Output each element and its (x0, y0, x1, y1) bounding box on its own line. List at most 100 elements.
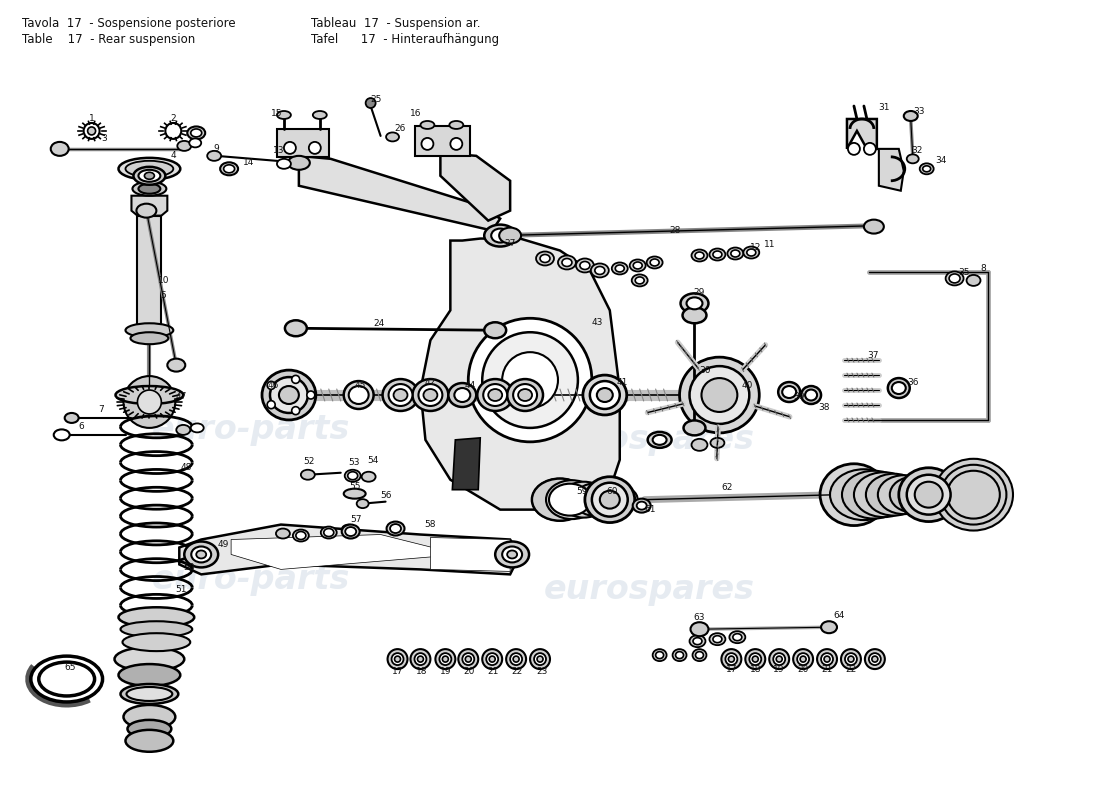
Text: 38: 38 (818, 403, 829, 413)
Ellipse shape (532, 478, 587, 521)
Circle shape (482, 332, 578, 428)
Ellipse shape (116, 386, 184, 404)
Ellipse shape (580, 262, 590, 270)
Ellipse shape (656, 652, 663, 658)
Circle shape (267, 382, 275, 390)
Polygon shape (847, 119, 877, 149)
Ellipse shape (801, 386, 821, 404)
Ellipse shape (276, 529, 290, 538)
Circle shape (123, 376, 175, 428)
Ellipse shape (342, 525, 360, 538)
Ellipse shape (635, 277, 645, 284)
Ellipse shape (424, 389, 438, 401)
Text: 64: 64 (834, 610, 845, 620)
Ellipse shape (710, 633, 725, 645)
Ellipse shape (600, 490, 619, 509)
Text: 9: 9 (213, 144, 219, 154)
Ellipse shape (410, 649, 430, 669)
Ellipse shape (477, 379, 513, 411)
Ellipse shape (387, 649, 407, 669)
Circle shape (469, 318, 592, 442)
Ellipse shape (125, 323, 174, 338)
Ellipse shape (967, 275, 980, 286)
Ellipse shape (537, 656, 543, 662)
Ellipse shape (681, 294, 708, 314)
Circle shape (267, 401, 275, 409)
Text: 40: 40 (741, 381, 754, 390)
Text: 3: 3 (101, 134, 108, 143)
Ellipse shape (713, 251, 722, 258)
Ellipse shape (349, 386, 368, 404)
Ellipse shape (878, 475, 930, 514)
Ellipse shape (133, 167, 165, 185)
Text: 47: 47 (176, 391, 187, 401)
Ellipse shape (683, 421, 705, 435)
Ellipse shape (530, 649, 550, 669)
Ellipse shape (695, 252, 704, 259)
Ellipse shape (51, 142, 68, 156)
Ellipse shape (778, 382, 800, 402)
Text: 53: 53 (348, 458, 360, 467)
Text: 17: 17 (392, 666, 404, 675)
Ellipse shape (285, 320, 307, 336)
Polygon shape (179, 525, 520, 574)
Ellipse shape (114, 647, 185, 671)
Text: 59: 59 (576, 487, 587, 496)
Ellipse shape (634, 262, 642, 269)
Ellipse shape (125, 730, 174, 752)
Ellipse shape (798, 653, 810, 665)
Text: 55: 55 (349, 482, 361, 491)
Ellipse shape (293, 530, 309, 542)
Ellipse shape (390, 524, 402, 533)
Ellipse shape (854, 472, 914, 517)
Ellipse shape (693, 638, 702, 645)
Text: 42: 42 (425, 378, 436, 386)
Ellipse shape (923, 166, 931, 172)
Ellipse shape (560, 482, 608, 518)
Ellipse shape (920, 163, 934, 174)
Text: 35: 35 (958, 268, 969, 277)
Ellipse shape (39, 662, 95, 696)
Ellipse shape (288, 156, 310, 170)
Ellipse shape (262, 370, 316, 420)
Ellipse shape (139, 170, 161, 182)
Ellipse shape (592, 482, 628, 517)
Ellipse shape (344, 470, 361, 482)
Ellipse shape (499, 228, 521, 243)
Ellipse shape (532, 478, 587, 521)
Text: 48: 48 (180, 463, 192, 472)
Ellipse shape (821, 653, 833, 665)
Ellipse shape (121, 684, 178, 704)
Ellipse shape (191, 546, 211, 562)
Ellipse shape (585, 477, 635, 522)
Ellipse shape (31, 656, 102, 702)
Ellipse shape (503, 546, 522, 562)
Ellipse shape (167, 358, 185, 371)
Ellipse shape (702, 378, 737, 412)
Ellipse shape (518, 389, 532, 401)
Text: 58: 58 (425, 520, 437, 529)
Circle shape (284, 142, 296, 154)
Ellipse shape (872, 656, 878, 662)
Ellipse shape (177, 141, 191, 151)
Polygon shape (299, 156, 500, 230)
Ellipse shape (793, 649, 813, 669)
Circle shape (848, 143, 860, 155)
Text: 10: 10 (157, 276, 169, 285)
Text: 41: 41 (616, 378, 627, 386)
Ellipse shape (733, 634, 741, 641)
Ellipse shape (442, 656, 449, 662)
Ellipse shape (821, 622, 837, 633)
Text: 1: 1 (89, 114, 95, 123)
Ellipse shape (869, 653, 881, 665)
Text: 44: 44 (464, 381, 476, 390)
Text: 50: 50 (184, 563, 195, 572)
Ellipse shape (321, 526, 337, 538)
Ellipse shape (744, 246, 759, 258)
Text: 30: 30 (700, 366, 712, 374)
Ellipse shape (454, 388, 471, 402)
Polygon shape (420, 238, 619, 510)
Text: 22: 22 (512, 666, 522, 675)
Text: 65: 65 (64, 662, 76, 671)
Ellipse shape (650, 259, 659, 266)
